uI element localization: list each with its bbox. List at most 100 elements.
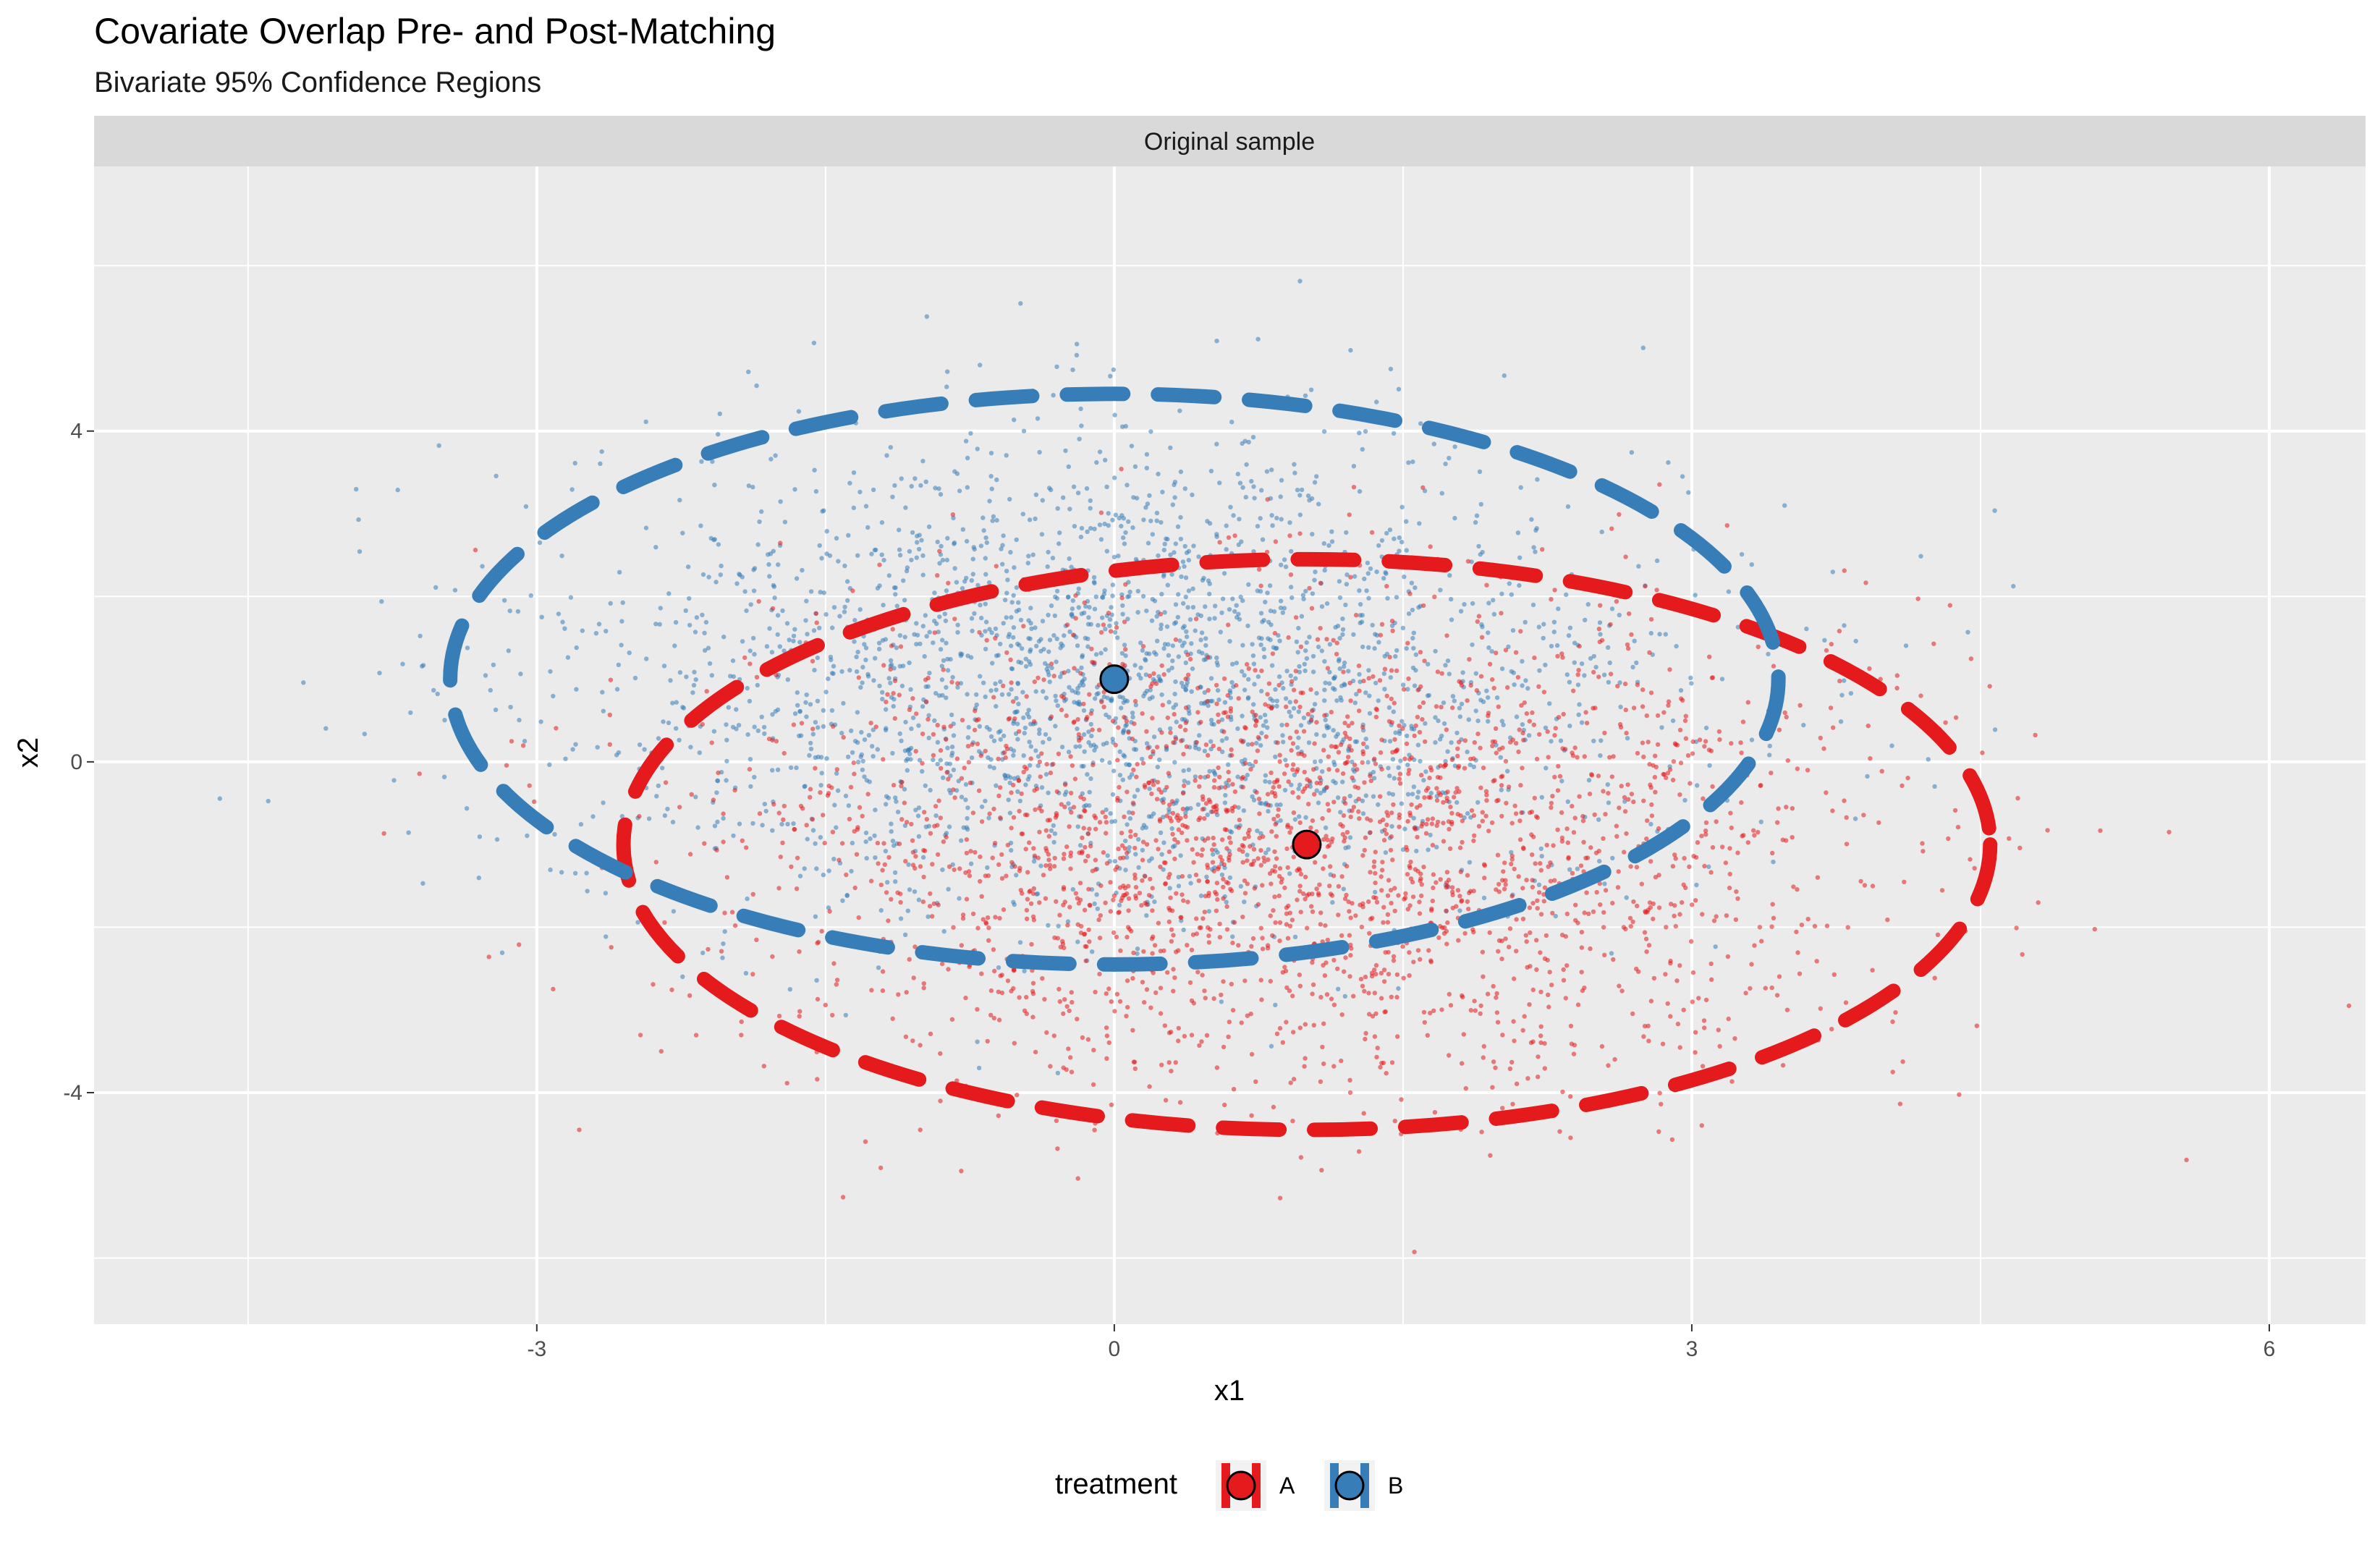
data-point-B [1088, 506, 1093, 511]
data-point-B [1543, 662, 1548, 668]
data-point-A [1504, 800, 1509, 806]
data-point-B [1583, 617, 1588, 622]
data-point-B [1352, 574, 1358, 579]
data-point-B [858, 685, 863, 690]
data-point-B [1559, 779, 1564, 784]
data-point-A [739, 1019, 744, 1025]
data-point-B [1289, 548, 1294, 554]
data-point-B [939, 543, 944, 548]
data-point-B [745, 685, 750, 691]
data-point-A [1202, 838, 1208, 843]
data-point-B [693, 795, 698, 800]
data-point-A [1408, 876, 1414, 881]
data-point-B [1376, 698, 1381, 703]
data-point-A [1289, 679, 1295, 684]
data-point-A [1163, 881, 1168, 886]
data-point-A [986, 873, 991, 878]
data-point-A [898, 644, 904, 649]
data-point-B [1141, 693, 1146, 699]
data-point-B [968, 431, 973, 436]
data-point-B [1023, 664, 1029, 669]
data-point-A [1603, 812, 1608, 817]
data-point-B [1530, 602, 1536, 608]
data-point-B [834, 535, 839, 541]
data-point-A [1147, 673, 1153, 679]
data-point-A [1229, 981, 1235, 987]
data-point-B [986, 580, 992, 585]
data-point-B [862, 774, 867, 779]
data-point-A [1165, 970, 1170, 975]
data-point-A [1953, 715, 1959, 720]
data-point-B [1054, 364, 1059, 369]
data-point-B [818, 590, 823, 595]
data-point-A [1444, 941, 1449, 946]
data-point-B [608, 601, 613, 606]
data-point-A [1159, 730, 1164, 735]
data-point-B [1376, 802, 1381, 808]
data-point-B [958, 681, 964, 686]
data-point-A [978, 854, 983, 860]
data-point-B [1178, 469, 1184, 475]
data-point-A [1329, 996, 1334, 1001]
data-point-A [999, 973, 1004, 978]
data-point-A [1450, 905, 1456, 911]
data-point-B [1073, 744, 1078, 750]
data-point-A [1468, 683, 1473, 688]
data-point-B [1365, 760, 1371, 765]
data-point-A [1056, 751, 1062, 757]
data-point-A [1275, 813, 1281, 818]
data-point-A [754, 674, 760, 679]
plot-panel [94, 166, 2366, 1324]
data-point-A [1089, 646, 1094, 651]
data-point-B [1367, 693, 1372, 698]
data-point-A [986, 925, 991, 931]
data-point-A [1596, 674, 1601, 679]
data-point-B [1136, 672, 1142, 677]
data-point-B [646, 816, 652, 821]
data-point-A [1356, 664, 1362, 669]
data-point-B [759, 714, 764, 719]
data-point-A [1394, 972, 1400, 978]
data-point-B [1478, 698, 1483, 703]
data-point-A [1870, 967, 1875, 973]
data-point-B [1164, 536, 1169, 541]
data-point-A [1439, 671, 1444, 676]
data-point-A [1520, 1028, 1525, 1033]
data-point-B [1426, 661, 1431, 666]
data-point-A [1429, 908, 1434, 913]
data-point-B [680, 974, 685, 980]
data-point-B [1000, 543, 1005, 548]
data-point-A [1527, 719, 1532, 724]
data-point-A [910, 1038, 915, 1043]
data-point-B [477, 834, 483, 839]
data-point-A [1271, 784, 1276, 790]
data-point-A [967, 873, 973, 878]
data-point-B [1586, 778, 1592, 783]
data-point-B [920, 704, 926, 709]
data-point-A [1061, 856, 1067, 861]
data-point-A [1523, 933, 1528, 938]
data-point-B [881, 557, 886, 563]
data-point-B [574, 645, 579, 651]
data-point-B [984, 724, 990, 730]
data-point-A [1366, 676, 1371, 681]
data-point-A [1302, 1064, 1307, 1069]
data-point-B [1525, 686, 1530, 691]
data-point-B [1014, 695, 1019, 701]
data-point-B [1292, 462, 1297, 467]
data-point-A [1097, 820, 1103, 825]
data-point-A [1326, 767, 1331, 772]
data-point-A [996, 1113, 1001, 1119]
data-point-B [1081, 708, 1087, 713]
data-point-B [653, 545, 658, 550]
data-point-B [808, 740, 813, 746]
data-point-A [1389, 994, 1394, 1000]
data-point-A [1542, 885, 1548, 890]
data-point-A [750, 891, 756, 897]
data-point-B [1264, 469, 1270, 474]
data-point-A [1589, 773, 1595, 778]
data-point-B [1092, 606, 1098, 611]
data-point-B [1181, 927, 1186, 933]
data-point-B [1396, 986, 1401, 991]
data-point-B [1554, 643, 1560, 648]
